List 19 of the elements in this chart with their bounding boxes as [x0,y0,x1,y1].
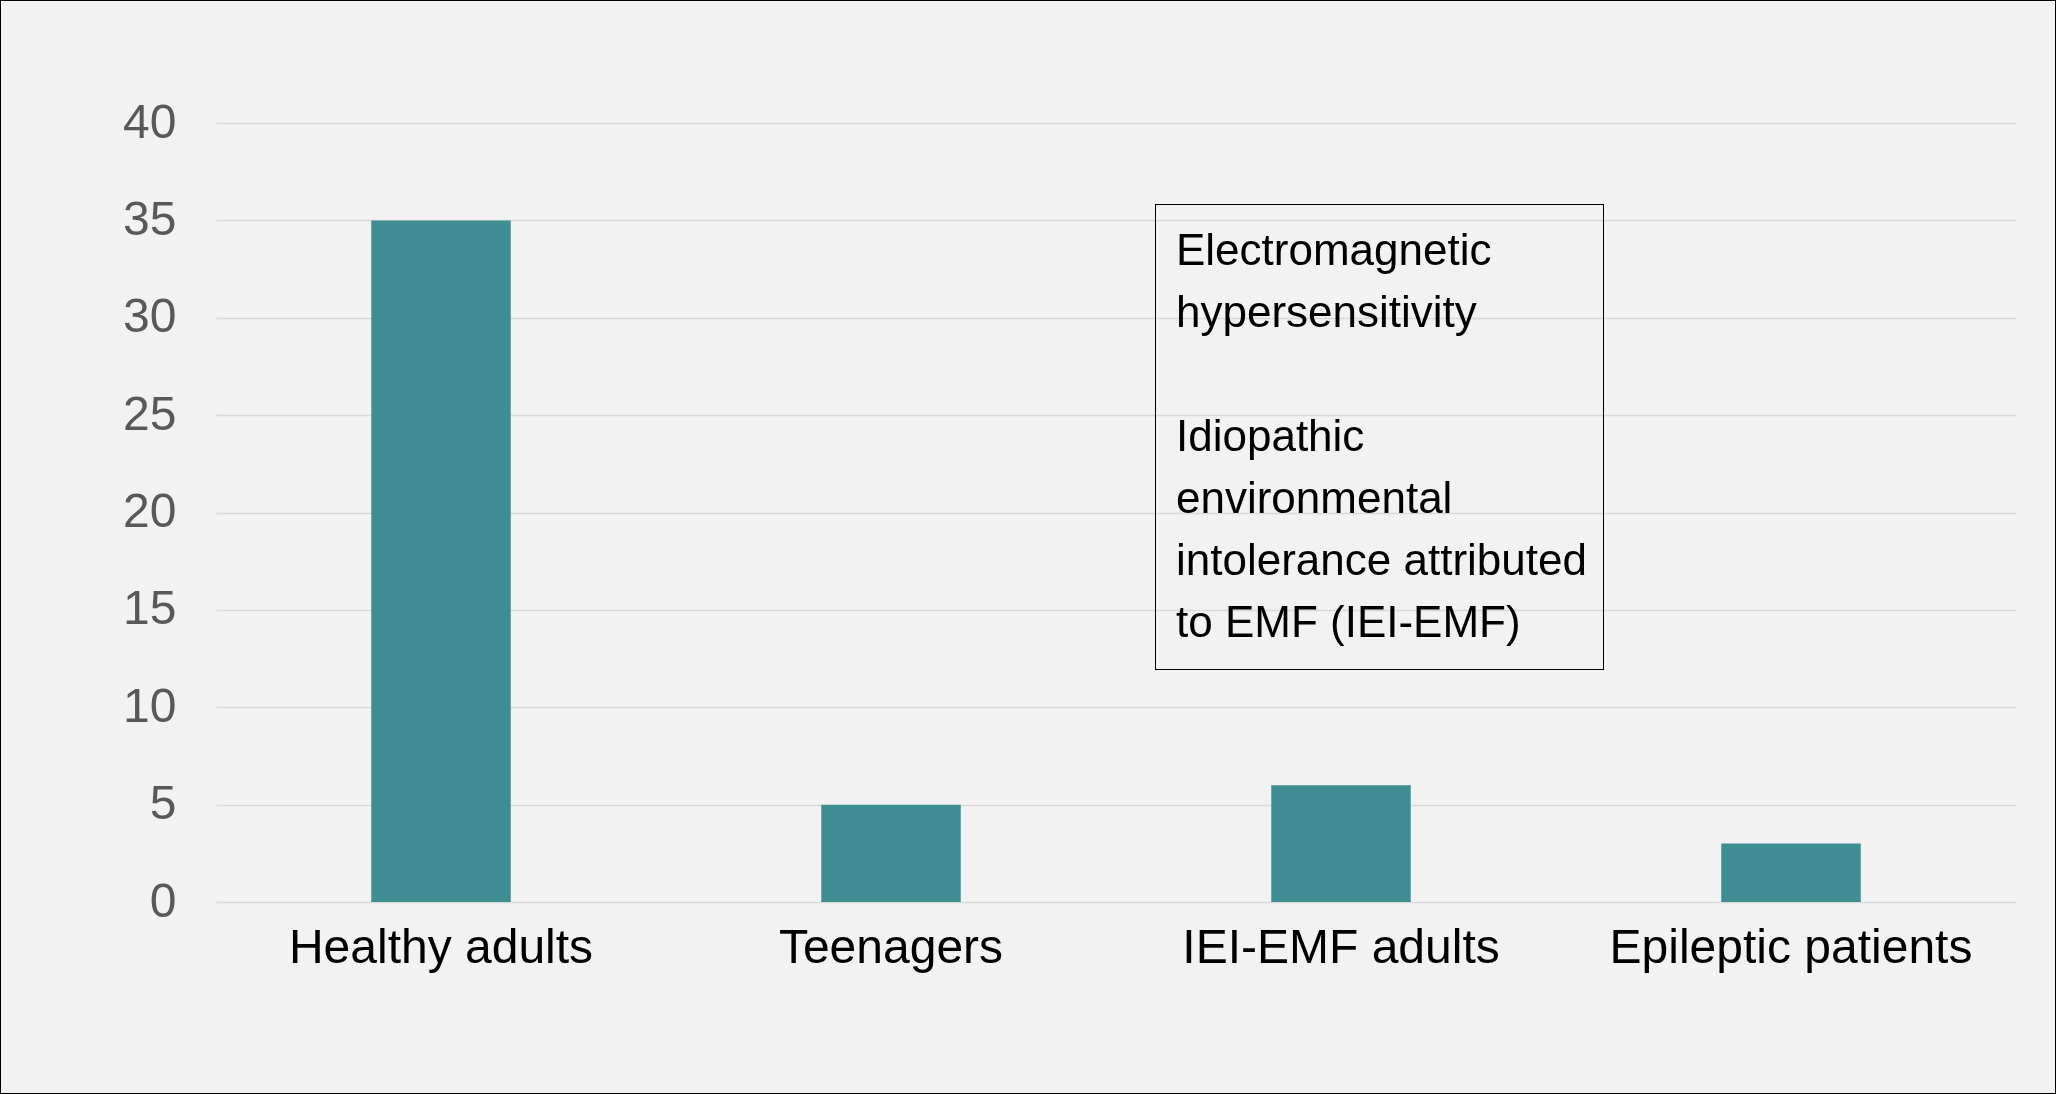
bar [371,220,511,902]
bar [1721,843,1861,902]
y-tick-label: 30 [123,289,177,343]
x-tick-label: Teenagers [778,919,1004,973]
y-tick-label: 35 [123,191,177,245]
annotation: Idiopathic environmental intolerance attributed to EMF (IEI-EMF) [1176,410,1588,648]
bar [1271,785,1411,902]
y-tick-label: 0 [149,873,177,927]
y-tick-label: 25 [123,386,177,440]
y-tick-label: 15 [123,581,177,635]
bar [821,804,961,902]
y-tick-label: 10 [123,678,177,732]
y-tick-label: 5 [149,776,177,830]
x-tick-label: IEI-EMF adults [1182,919,1500,973]
x-tick-label: Epileptic patients [1609,919,1973,973]
y-tick-label: 20 [123,484,177,537]
y-tick-label: 40 [123,94,177,148]
annotation: Electromagnetic hypersensitivity [1176,224,1493,338]
x-tick-label: Healthy adults [288,919,594,973]
